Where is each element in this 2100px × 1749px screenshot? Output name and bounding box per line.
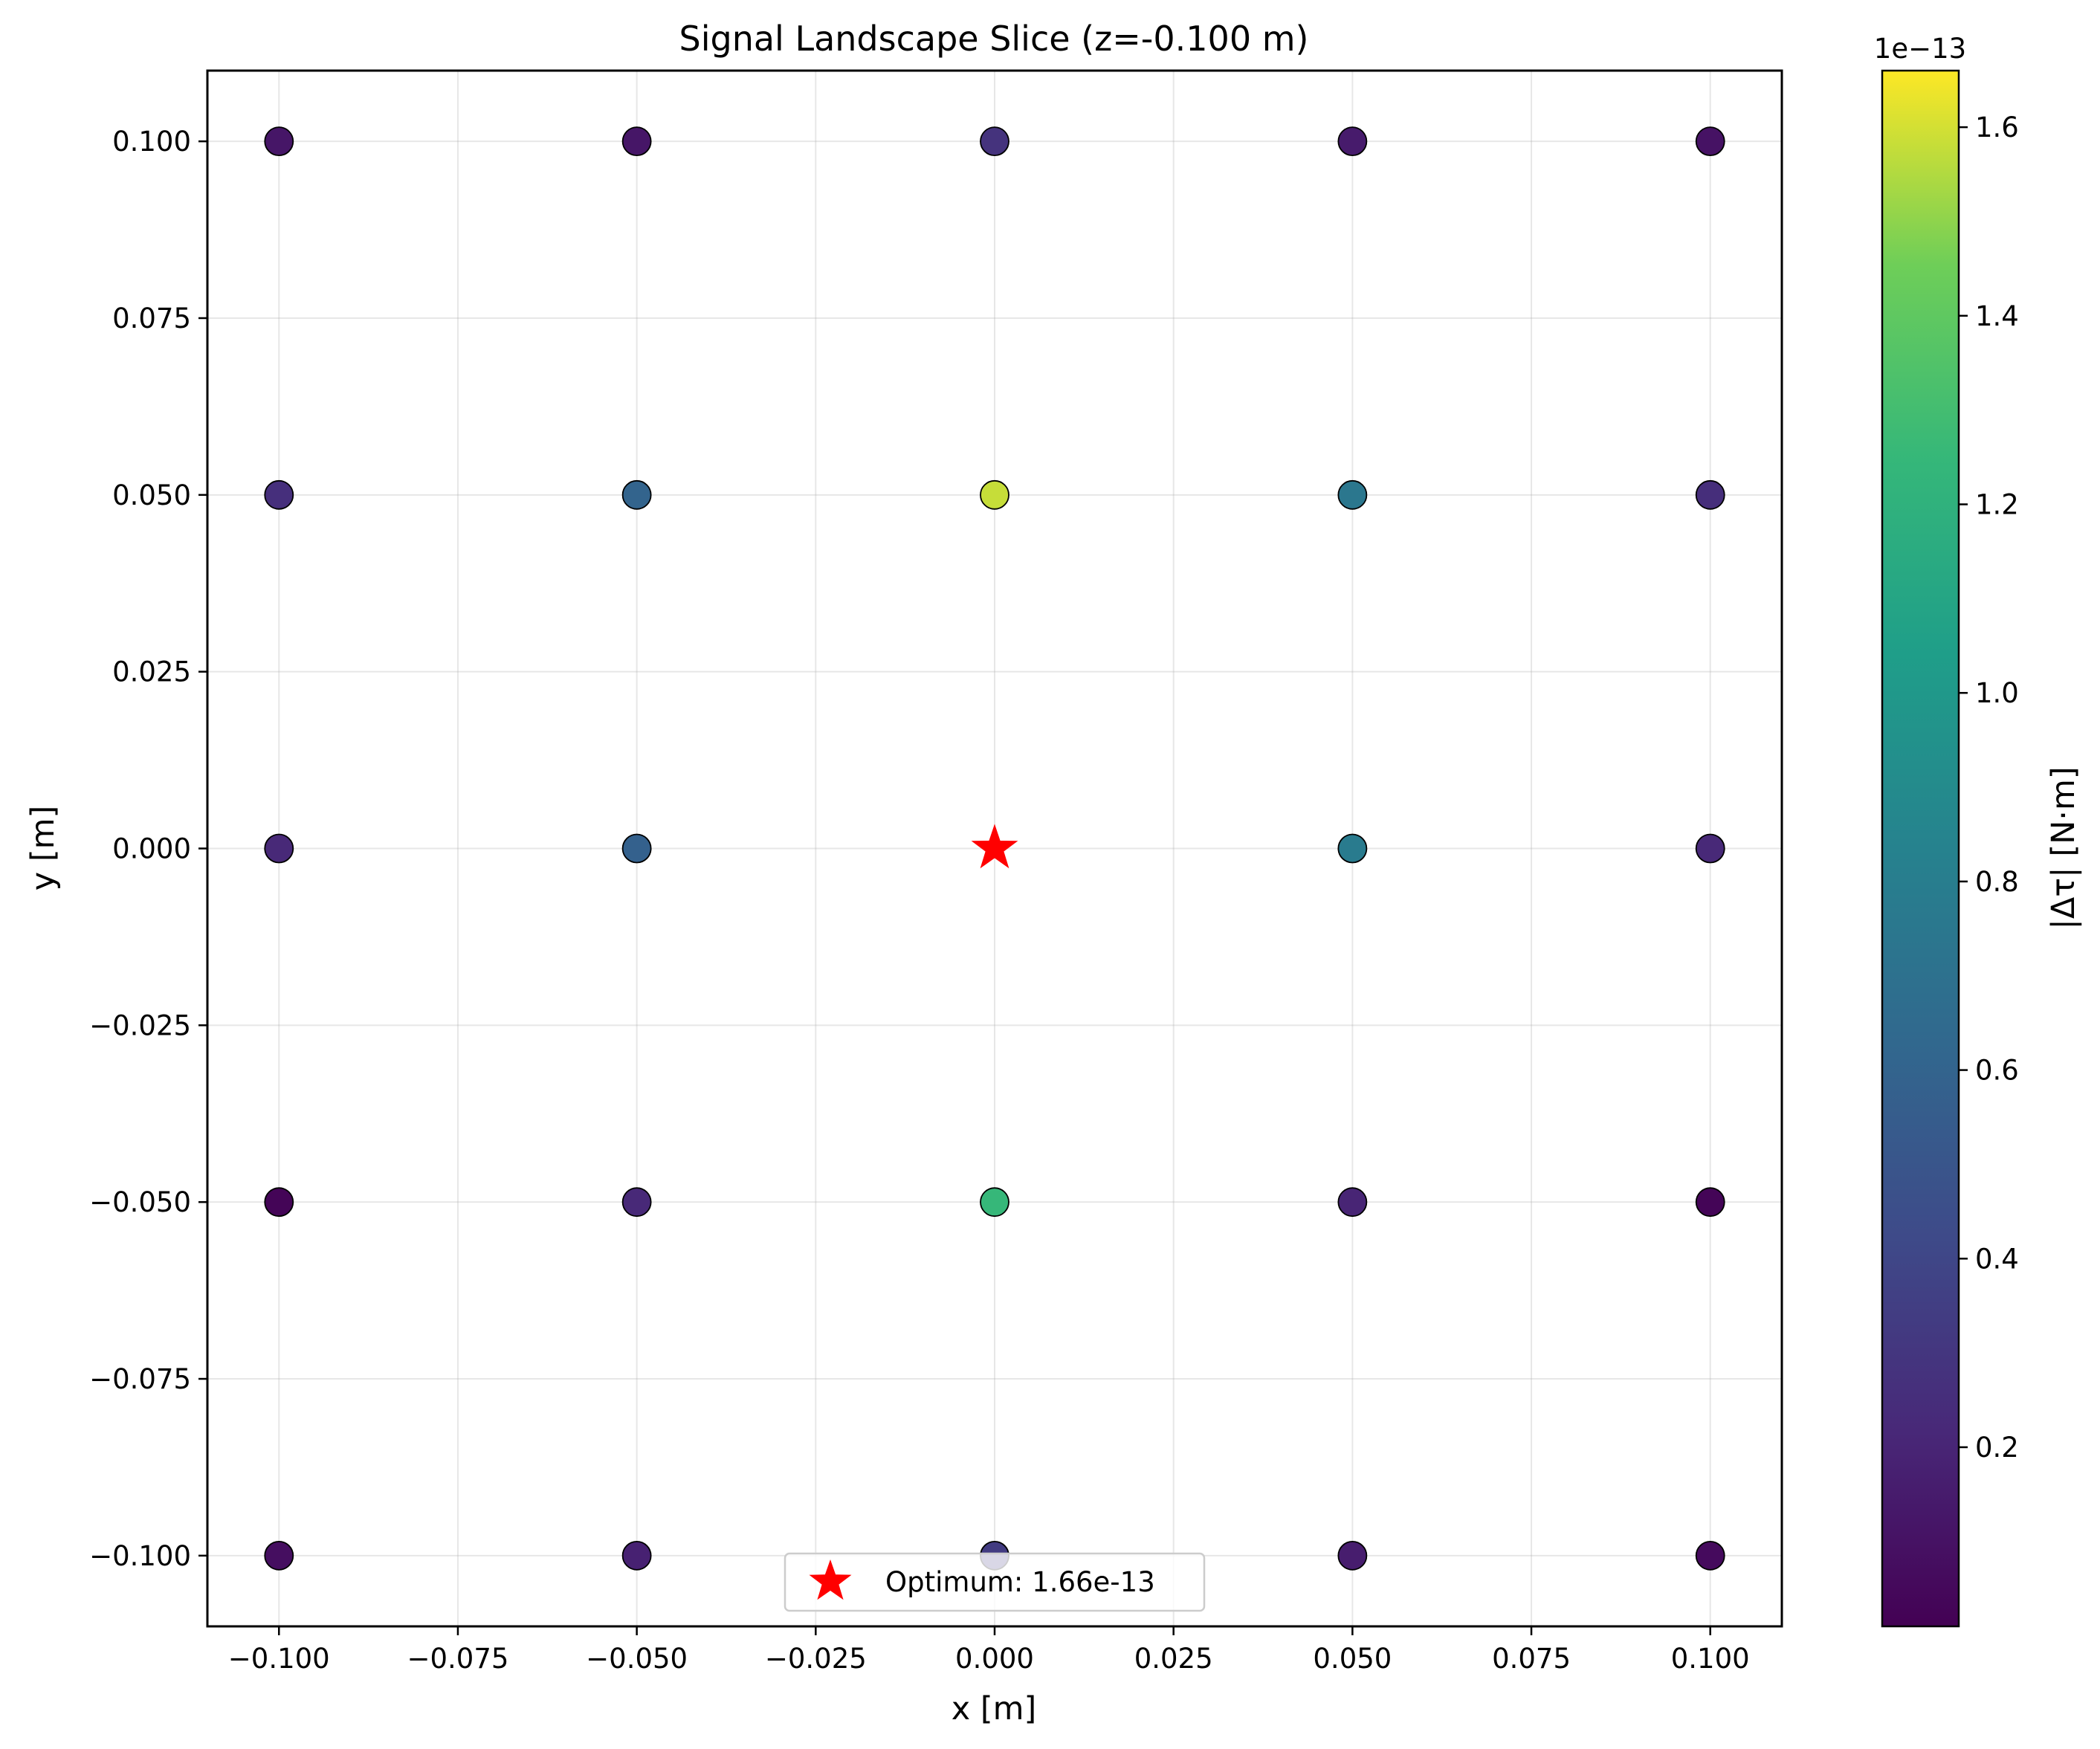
x-tick-label: 0.025 xyxy=(1134,1643,1213,1675)
data-point xyxy=(264,833,294,864)
x-tick-label: −0.025 xyxy=(765,1643,867,1675)
y-axis-ticks: 0.100 0.075 0.050 0.025 0.000 −0.025 −0.050 −0.… xyxy=(89,126,207,1572)
colorbar-label: |Δτ| [N·m] xyxy=(2045,766,2082,929)
data-point xyxy=(264,479,294,510)
legend-frame xyxy=(784,1552,1206,1612)
data-point xyxy=(621,1540,652,1571)
data-point xyxy=(980,126,1009,157)
optimum-star-marker xyxy=(971,824,1018,869)
data-points xyxy=(264,126,1725,1571)
data-point xyxy=(1695,1540,1725,1571)
y-tick-label: −0.050 xyxy=(89,1186,191,1218)
data-point xyxy=(1337,1187,1368,1218)
x-tick-label: 0.100 xyxy=(1671,1643,1750,1675)
y-tick-label: −0.075 xyxy=(89,1363,191,1395)
y-tick-label: 0.025 xyxy=(112,656,191,688)
data-point xyxy=(980,479,1009,510)
x-tick-label: 0.075 xyxy=(1492,1643,1571,1675)
plot-area: −0.100 −0.075 −0.050 −0.025 0.000 0.025 0.050 0… xyxy=(89,69,1783,1675)
optimum-marker-layer xyxy=(971,824,1018,869)
data-point xyxy=(1337,833,1368,864)
colorbar-tick-label: 0.4 xyxy=(1975,1243,2019,1275)
legend-star-icon xyxy=(809,1559,852,1600)
data-point xyxy=(621,126,652,157)
legend-entry-optimum: Optimum: 1.66e-13 xyxy=(885,1566,1155,1598)
x-tick-label: 0.050 xyxy=(1313,1643,1392,1675)
data-point xyxy=(621,833,652,864)
data-point xyxy=(621,479,652,510)
chart-title: Signal Landscape Slice (z=-0.100 m) xyxy=(679,19,1309,59)
colorbar: 0.2 0.4 0.6 0.8 1.0 1.2 1.4 1.6 1e−13 |Δτ| [N·m… xyxy=(1874,33,2082,1628)
legend: Optimum: 1.66e-13 xyxy=(784,1552,1206,1612)
colorbar-tick-label: 1.2 xyxy=(1975,489,2019,521)
data-point xyxy=(264,1540,294,1571)
colorbar-tick-label: 1.6 xyxy=(1975,111,2019,143)
data-point xyxy=(1337,1540,1368,1571)
x-tick-label: −0.100 xyxy=(228,1643,330,1675)
y-axis-label: y [m] xyxy=(25,806,62,891)
colorbar-tick-label: 1.4 xyxy=(1975,300,2019,332)
colorbar-gradient xyxy=(1881,69,1960,1628)
y-tick-label: −0.100 xyxy=(89,1540,191,1572)
colorbar-ticks: 0.2 0.4 0.6 0.8 1.0 1.2 1.4 1.6 xyxy=(1959,111,2019,1464)
colorbar-tick-label: 1.0 xyxy=(1975,677,2019,709)
data-point xyxy=(980,1187,1009,1218)
data-point xyxy=(1337,126,1368,157)
y-tick-label: 0.075 xyxy=(112,303,191,334)
y-tick-label: 0.100 xyxy=(112,126,191,158)
data-point xyxy=(264,1187,294,1218)
x-axis-ticks: −0.100 −0.075 −0.050 −0.025 0.000 0.025 0.050 0… xyxy=(228,1626,1750,1675)
data-point xyxy=(1695,479,1725,510)
data-point xyxy=(1695,833,1725,864)
x-axis-label: x [m] xyxy=(952,1690,1037,1727)
x-tick-label: 0.000 xyxy=(955,1643,1034,1675)
y-tick-label: −0.025 xyxy=(89,1009,191,1041)
colorbar-offset-text: 1e−13 xyxy=(1874,33,1966,65)
data-point xyxy=(621,1187,652,1218)
colorbar-tick-label: 0.8 xyxy=(1975,866,2019,898)
data-point xyxy=(1337,479,1368,510)
x-tick-label: −0.075 xyxy=(407,1643,508,1675)
colorbar-tick-label: 0.6 xyxy=(1975,1055,2019,1087)
y-tick-label: 0.000 xyxy=(112,833,191,865)
data-point xyxy=(264,126,294,157)
x-tick-label: −0.050 xyxy=(586,1643,688,1675)
colorbar-tick-label: 0.2 xyxy=(1975,1432,2019,1464)
data-point xyxy=(1695,1187,1725,1218)
y-tick-label: 0.050 xyxy=(112,479,191,511)
data-point xyxy=(1695,126,1725,157)
